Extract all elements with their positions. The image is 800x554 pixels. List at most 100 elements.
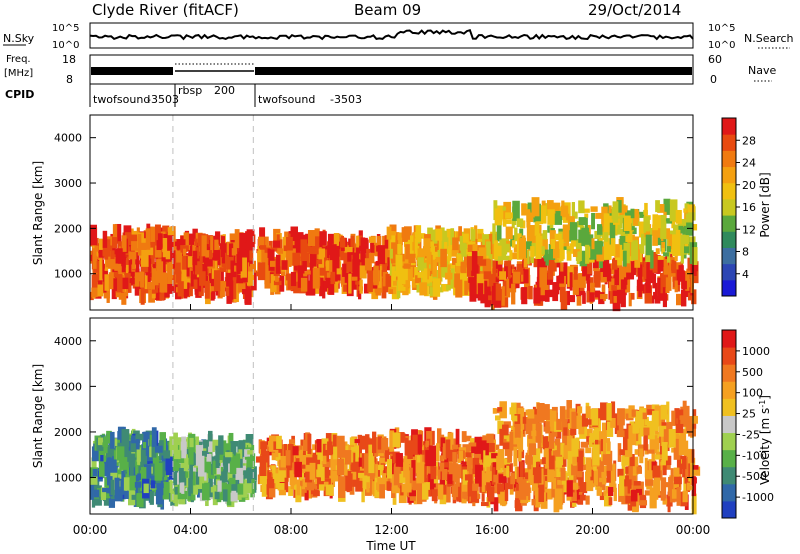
echo-cell: [585, 457, 592, 477]
colorbar-tick-label: 1000: [742, 345, 770, 358]
echo-cell: [114, 469, 122, 477]
echo-cell: [621, 486, 628, 505]
echo-cell: [305, 237, 311, 253]
echo-cell: [628, 405, 635, 419]
echo-cell: [452, 257, 456, 270]
echo-cell: [373, 265, 379, 286]
echo-cell: [426, 251, 432, 271]
echo-cell: [223, 455, 231, 472]
echo-cell: [652, 410, 659, 431]
echo-cell: [273, 280, 282, 286]
echo-cell: [312, 236, 320, 255]
echo-cell: [442, 462, 449, 468]
echo-cell: [113, 271, 119, 278]
echo-cell: [167, 262, 173, 284]
echo-cell: [195, 265, 203, 275]
echo-cell: [180, 235, 187, 241]
echo-cell: [137, 234, 142, 256]
cpid-mode-2-id: 200: [214, 84, 235, 97]
colorbar-segment: [722, 466, 736, 485]
echo-cell: [308, 246, 315, 254]
echo-cell: [183, 232, 190, 246]
echo-cell: [606, 421, 614, 437]
echo-cell: [500, 491, 507, 506]
echo-cell: [362, 475, 370, 489]
echo-cell: [195, 247, 200, 259]
echo-cell: [444, 484, 451, 503]
echo-cell: [665, 218, 673, 224]
echo-cell: [318, 484, 325, 491]
echo-cell: [347, 250, 352, 262]
echo-cell: [602, 454, 609, 466]
echo-cell: [548, 289, 553, 298]
echo-cell: [660, 214, 666, 234]
cpid-mode-3-name: twofsound: [258, 93, 315, 106]
echo-cell: [437, 484, 444, 500]
echo-cell: [277, 248, 284, 254]
echo-cell: [687, 206, 696, 221]
echo-cell: [493, 497, 499, 512]
freq-left-tick-top: 18: [62, 53, 76, 66]
cpid-mode-3-id: -3503: [330, 93, 362, 106]
x-tick-label: 00:00: [676, 523, 711, 537]
echo-cell: [533, 414, 539, 430]
echo-cell: [230, 492, 238, 502]
echo-cell: [685, 271, 690, 291]
echo-cell: [429, 287, 435, 297]
y-tick-label: 3000: [54, 177, 82, 190]
echo-cell: [492, 260, 497, 278]
echo-cell: [638, 211, 645, 218]
echo-cell: [497, 483, 505, 495]
echo-cell: [623, 205, 628, 215]
echo-cell: [610, 418, 616, 428]
echo-cell: [173, 432, 178, 452]
echo-cell: [622, 428, 628, 451]
echo-cell: [610, 238, 616, 257]
echo-cell: [527, 435, 531, 447]
echo-cell: [496, 224, 502, 242]
echo-cell: [621, 456, 627, 466]
echo-cell: [502, 206, 507, 211]
echo-cell: [401, 268, 408, 285]
echo-cell: [455, 464, 462, 479]
echo-cell: [606, 465, 613, 483]
echo-cell: [113, 278, 118, 291]
echo-cell: [606, 450, 613, 471]
echo-cell: [481, 486, 485, 502]
echo-cell: [92, 248, 97, 269]
echo-cell: [555, 438, 561, 445]
echo-cell: [284, 477, 289, 493]
echo-cell: [116, 274, 123, 293]
echo-cell: [301, 487, 307, 493]
echo-cell: [332, 434, 337, 455]
echo-cell: [654, 215, 663, 229]
echo-cell: [189, 463, 193, 480]
echo-cell: [412, 434, 420, 455]
echo-cell: [339, 237, 346, 248]
echo-cell: [660, 493, 666, 501]
echo-cell: [232, 483, 237, 489]
frequency-panel: Freq. [MHz] 18 8 60 0 Nave: [4, 53, 776, 86]
echo-cell: [666, 421, 673, 434]
echo-cell: [432, 278, 441, 297]
echo-cell: [130, 437, 139, 453]
echo-cell: [179, 252, 183, 272]
echo-cell: [302, 251, 307, 272]
echo-cell: [552, 478, 556, 490]
echo-cell: [460, 263, 467, 268]
echo-cell: [588, 437, 593, 448]
echo-cell: [159, 272, 168, 293]
echo-cell: [685, 458, 689, 478]
echo-cell: [672, 262, 681, 270]
echo-cell: [220, 244, 225, 258]
echo-cell: [246, 229, 255, 251]
echo-cell: [493, 240, 498, 260]
echo-cell: [594, 230, 601, 239]
echo-cell: [111, 288, 117, 300]
echo-cell: [507, 476, 513, 490]
echo-cell: [505, 226, 513, 240]
echo-cell: [277, 482, 285, 491]
echo-cell: [563, 427, 568, 436]
echo-cell: [364, 269, 370, 274]
echo-cell: [271, 466, 276, 474]
